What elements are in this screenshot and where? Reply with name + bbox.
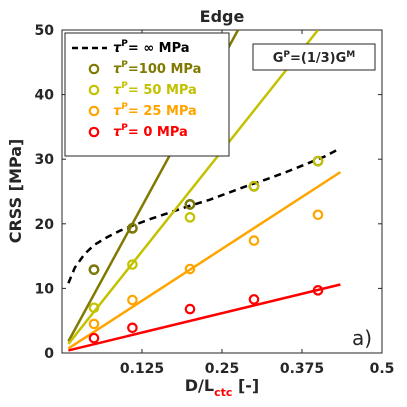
series-4-point-2 bbox=[184, 303, 196, 315]
series-1-point-1 bbox=[127, 223, 138, 234]
series-line-4 bbox=[68, 283, 341, 352]
annotation-rest: =(1/3)G bbox=[290, 51, 346, 66]
x-tick-label-3: 0.5 bbox=[370, 361, 395, 377]
series-line-3 bbox=[67, 171, 342, 350]
chart-title: Edge bbox=[200, 7, 245, 26]
legend-label-3-sup: P bbox=[121, 102, 128, 112]
legend-label-1-sup: P bbox=[121, 60, 128, 70]
legend-label-1-text: =100 MPa bbox=[128, 62, 201, 77]
y-tick-label-0: 0 bbox=[44, 346, 54, 362]
annotation-box bbox=[252, 43, 376, 71]
panel-label: a) bbox=[352, 326, 372, 350]
legend-label-2-sup: P bbox=[121, 81, 128, 91]
legend-swatch-3 bbox=[88, 105, 100, 117]
series-3-point-1 bbox=[127, 294, 138, 306]
legend-label-4: τP= 0 MPa bbox=[113, 123, 188, 140]
annotation-text: GP=(1/3)GM bbox=[273, 50, 356, 66]
y-axis-label: CRSS [MPa] bbox=[6, 139, 25, 244]
series-2-point-2 bbox=[184, 212, 196, 223]
x-tick-label-2: 0.375 bbox=[280, 361, 324, 377]
series-4-point-0 bbox=[88, 332, 100, 344]
annotation-sup: P bbox=[283, 50, 290, 60]
legend-swatch-4 bbox=[88, 126, 100, 138]
x-axis-label-main: D/L bbox=[185, 376, 214, 395]
series-3-point-0 bbox=[88, 318, 100, 330]
x-axis-label-unit: [-] bbox=[232, 376, 259, 395]
legend-label-4-text: = 0 MPa bbox=[128, 125, 188, 140]
x-axis-label: D/Lctc [-] bbox=[185, 376, 259, 399]
y-tick-label-3: 30 bbox=[35, 152, 55, 168]
x-tick-label-1: 0.25 bbox=[205, 361, 240, 377]
legend-label-2-symbol: τ bbox=[113, 83, 122, 98]
annotation-main: G bbox=[273, 51, 284, 66]
legend-label-3: τP= 25 MPa bbox=[113, 102, 197, 119]
series-line-2 bbox=[67, 30, 319, 345]
series-1-point-2 bbox=[184, 199, 196, 210]
y-tick-label-1: 10 bbox=[35, 281, 55, 297]
x-axis-label-sub: ctc bbox=[214, 386, 232, 399]
series-4-point-3 bbox=[248, 294, 260, 305]
series-4-point-4 bbox=[312, 285, 324, 296]
series-3-point-3 bbox=[248, 235, 260, 246]
legend-label-1-symbol: τ bbox=[113, 62, 122, 77]
series-2-point-4 bbox=[312, 155, 324, 167]
series-2-point-3 bbox=[248, 181, 260, 192]
series-3-point-2 bbox=[184, 263, 196, 275]
legend-label-2: τP= 50 MPa bbox=[113, 81, 197, 98]
series-4-point-1 bbox=[127, 322, 138, 334]
annotation-sup2: M bbox=[346, 50, 355, 60]
legend-label-3-symbol: τ bbox=[113, 104, 122, 119]
series-line-0 bbox=[67, 147, 341, 284]
tick-layer: 0.125 0.25 0.375 0.5 0 10 20 30 40 50 bbox=[35, 23, 395, 377]
legend-label-0-text: = ∞ MPa bbox=[128, 41, 190, 56]
series-1-point-0 bbox=[88, 264, 100, 275]
x-tick-label-0: 0.125 bbox=[120, 361, 164, 377]
legend-label-0-symbol: τ bbox=[113, 41, 122, 56]
series-2-point-1 bbox=[127, 259, 138, 270]
series-3-point-4 bbox=[312, 209, 324, 221]
legend-label-3-text: = 25 MPa bbox=[128, 104, 197, 119]
y-tick-label-5: 50 bbox=[35, 23, 55, 39]
legend-label-0: τP= ∞ MPa bbox=[113, 39, 190, 56]
legend-swatch-2 bbox=[88, 84, 100, 96]
y-tick-label-2: 20 bbox=[35, 217, 55, 233]
y-tick-label-4: 40 bbox=[35, 88, 55, 104]
annotation: GP=(1/3)GM bbox=[252, 43, 376, 71]
legend-label-2-text: = 50 MPa bbox=[128, 83, 197, 98]
legend-label-0-sup: P bbox=[121, 39, 128, 49]
legend-label-1: τP=100 MPa bbox=[113, 60, 201, 77]
legend-label-4-sup: P bbox=[121, 123, 128, 133]
legend-swatch-1 bbox=[88, 63, 100, 75]
series-2-point-0 bbox=[88, 302, 100, 314]
legend-label-4-symbol: τ bbox=[113, 125, 122, 140]
